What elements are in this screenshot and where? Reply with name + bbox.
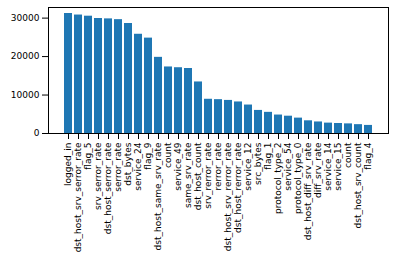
svg-text:0: 0 — [34, 128, 40, 138]
svg-text:service_15: service_15 — [333, 143, 343, 191]
svg-text:dst_host_same_srv_rate: dst_host_same_srv_rate — [153, 142, 163, 250]
svg-text:service_12: service_12 — [243, 143, 253, 191]
svg-text:service_49: service_49 — [173, 142, 183, 190]
svg-text:same_srv_rate: same_srv_rate — [183, 142, 193, 208]
svg-text:count: count — [163, 142, 173, 168]
svg-text:30000: 30000 — [11, 13, 40, 23]
svg-text:protocol_type_2: protocol_type_2 — [273, 143, 283, 215]
svg-text:dst_host_count: dst_host_count — [193, 142, 203, 210]
svg-text:protocol_type_0: protocol_type_0 — [293, 142, 303, 214]
svg-text:flag_1: flag_1 — [263, 143, 273, 170]
svg-text:dst_host_srv_rerror_rate: dst_host_srv_rerror_rate — [223, 142, 233, 251]
svg-text:flag_4: flag_4 — [363, 142, 373, 169]
svg-text:dst_host_diff_srv_rate: dst_host_diff_srv_rate — [303, 142, 313, 240]
svg-text:srv_rerror_rate: srv_rerror_rate — [203, 142, 213, 209]
svg-text:dst_host_srv_count: dst_host_srv_count — [353, 142, 363, 228]
svg-text:20000: 20000 — [11, 51, 40, 61]
svg-text:logged_in: logged_in — [63, 143, 73, 186]
svg-text:dst_host_srv_serror_rate: dst_host_srv_serror_rate — [73, 142, 83, 252]
svg-text:srv_serror_rate: srv_serror_rate — [93, 142, 103, 210]
svg-text:flag_9: flag_9 — [143, 142, 153, 169]
svg-text:dst_bytes: dst_bytes — [123, 142, 133, 186]
svg-text:dst_host_serror_rate: dst_host_serror_rate — [103, 142, 113, 234]
svg-text:count: count — [343, 142, 353, 168]
svg-text:dst_host_rerror_rate: dst_host_rerror_rate — [233, 142, 243, 233]
svg-text:serror_rate: serror_rate — [113, 142, 123, 192]
svg-text:service_14: service_14 — [323, 142, 333, 190]
svg-text:flag_5: flag_5 — [83, 143, 93, 170]
svg-text:diff_srv_rate: diff_srv_rate — [313, 142, 323, 198]
svg-text:service_24: service_24 — [133, 142, 143, 190]
svg-text:service_54: service_54 — [283, 142, 293, 190]
svg-text:rerror_rate: rerror_rate — [213, 142, 223, 191]
svg-text:src_bytes: src_bytes — [253, 142, 263, 185]
svg-text:10000: 10000 — [11, 90, 40, 100]
